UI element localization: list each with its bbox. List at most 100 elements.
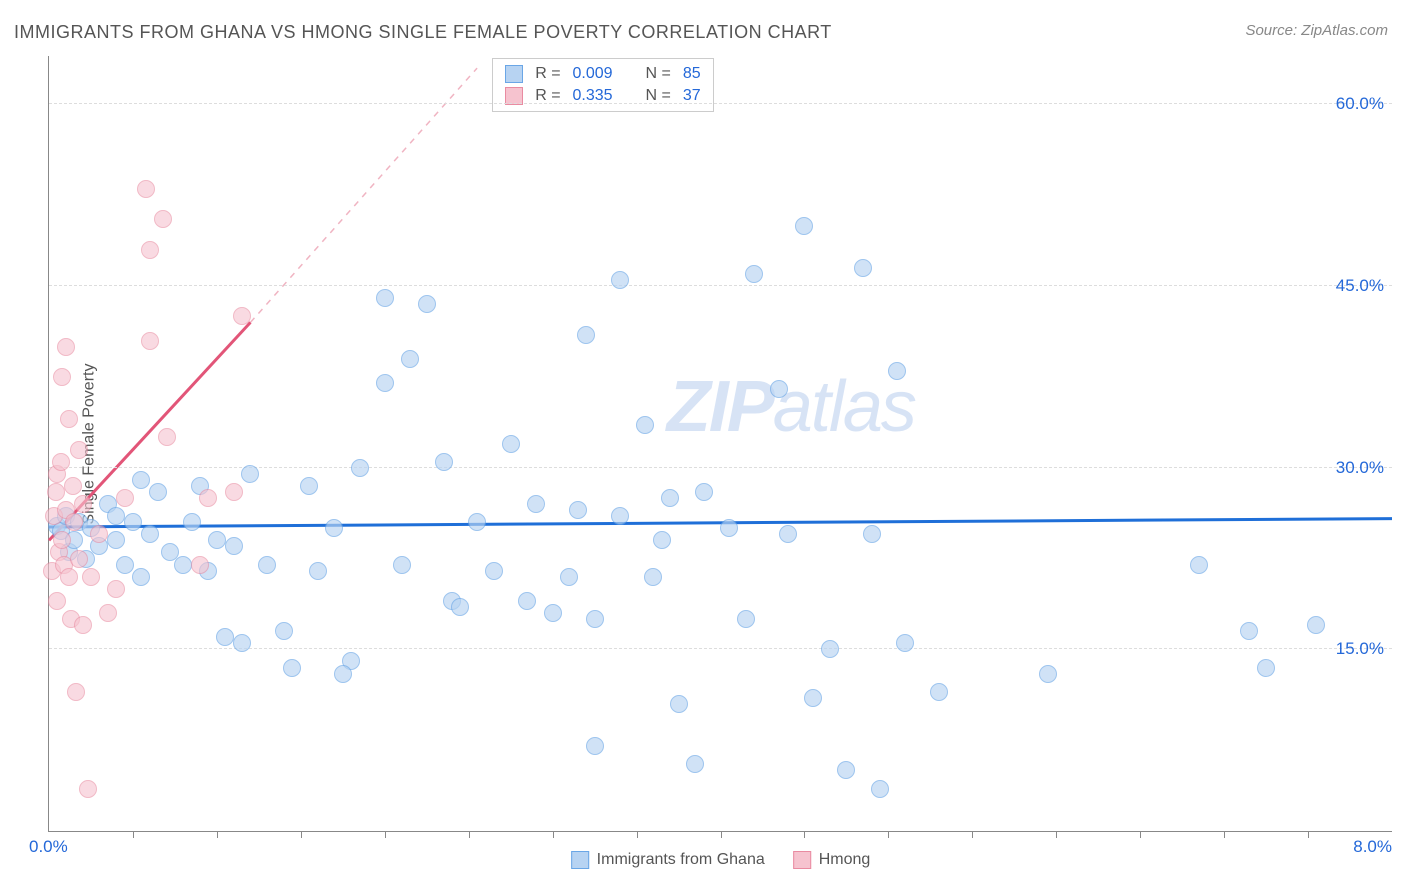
- scatter-point: [48, 592, 66, 610]
- stats-n-value: 85: [683, 65, 701, 83]
- scatter-point: [325, 519, 343, 537]
- x-tick-mark: [888, 831, 889, 838]
- scatter-point: [334, 665, 352, 683]
- scatter-point: [569, 501, 587, 519]
- scatter-point: [154, 210, 172, 228]
- scatter-point: [376, 374, 394, 392]
- scatter-point: [888, 362, 906, 380]
- scatter-point: [60, 410, 78, 428]
- scatter-point: [1039, 665, 1057, 683]
- scatter-point: [132, 568, 150, 586]
- scatter-point: [795, 217, 813, 235]
- scatter-point: [158, 428, 176, 446]
- scatter-point: [544, 604, 562, 622]
- scatter-point: [283, 659, 301, 677]
- scatter-point: [1257, 659, 1275, 677]
- scatter-point: [821, 640, 839, 658]
- scatter-point: [1190, 556, 1208, 574]
- scatter-point: [451, 598, 469, 616]
- scatter-point: [141, 332, 159, 350]
- scatter-point: [183, 513, 201, 531]
- scatter-point: [770, 380, 788, 398]
- scatter-point: [116, 556, 134, 574]
- scatter-point: [107, 531, 125, 549]
- scatter-point: [74, 495, 92, 513]
- x-tick-mark: [385, 831, 386, 838]
- y-tick-label: 30.0%: [1336, 458, 1384, 478]
- scatter-point: [611, 507, 629, 525]
- stats-r-label: R =: [535, 65, 560, 83]
- plot-area: Single Female Poverty ZIPatlas R =0.009 …: [48, 56, 1392, 832]
- scatter-point: [52, 453, 70, 471]
- scatter-point: [47, 483, 65, 501]
- scatter-point: [309, 562, 327, 580]
- scatter-point: [65, 513, 83, 531]
- scatter-point: [300, 477, 318, 495]
- scatter-point: [141, 241, 159, 259]
- scatter-point: [376, 289, 394, 307]
- gridline: [49, 285, 1392, 286]
- scatter-point: [53, 368, 71, 386]
- scatter-point: [745, 265, 763, 283]
- scatter-point: [636, 416, 654, 434]
- scatter-point: [720, 519, 738, 537]
- x-tick-mark: [1224, 831, 1225, 838]
- scatter-point: [53, 531, 71, 549]
- scatter-point: [116, 489, 134, 507]
- watermark: ZIPatlas: [667, 366, 915, 448]
- stats-r-value: 0.335: [573, 87, 613, 105]
- trend-extension-layer: [49, 56, 1392, 831]
- stats-n-label: N =: [645, 87, 670, 105]
- legend-label: Hmong: [819, 851, 871, 869]
- source-label: Source: ZipAtlas.com: [1245, 22, 1388, 39]
- legend-label: Immigrants from Ghana: [597, 851, 765, 869]
- x-tick-mark: [553, 831, 554, 838]
- scatter-point: [837, 761, 855, 779]
- x-tick-mark: [721, 831, 722, 838]
- scatter-point: [225, 537, 243, 555]
- scatter-point: [804, 689, 822, 707]
- stats-r-value: 0.009: [573, 65, 613, 83]
- gridline: [49, 103, 1392, 104]
- legend-item: Immigrants from Ghana: [571, 851, 765, 869]
- scatter-point: [233, 634, 251, 652]
- scatter-point: [74, 616, 92, 634]
- scatter-point: [586, 610, 604, 628]
- scatter-point: [854, 259, 872, 277]
- scatter-point: [70, 550, 88, 568]
- legend-item: Hmong: [793, 851, 871, 869]
- scatter-point: [241, 465, 259, 483]
- scatter-point: [577, 326, 595, 344]
- scatter-point: [67, 683, 85, 701]
- scatter-point: [132, 471, 150, 489]
- watermark-bold: ZIP: [667, 367, 773, 447]
- stats-row: R =0.009 N =85: [493, 63, 712, 85]
- scatter-point: [670, 695, 688, 713]
- scatter-point: [695, 483, 713, 501]
- scatter-point: [930, 683, 948, 701]
- scatter-point: [518, 592, 536, 610]
- scatter-point: [275, 622, 293, 640]
- scatter-point: [485, 562, 503, 580]
- y-tick-label: 60.0%: [1336, 94, 1384, 114]
- scatter-point: [225, 483, 243, 501]
- y-tick-label: 45.0%: [1336, 276, 1384, 296]
- scatter-point: [199, 489, 217, 507]
- scatter-point: [644, 568, 662, 586]
- x-tick-mark: [804, 831, 805, 838]
- scatter-point: [351, 459, 369, 477]
- scatter-point: [468, 513, 486, 531]
- scatter-point: [99, 604, 117, 622]
- x-tick-mark: [637, 831, 638, 838]
- legend-swatch: [505, 65, 523, 83]
- stats-n-value: 37: [683, 87, 701, 105]
- scatter-point: [686, 755, 704, 773]
- x-tick-mark: [972, 831, 973, 838]
- scatter-point: [141, 525, 159, 543]
- scatter-point: [653, 531, 671, 549]
- x-tick-mark: [469, 831, 470, 838]
- scatter-point: [208, 531, 226, 549]
- scatter-point: [779, 525, 797, 543]
- scatter-point: [137, 180, 155, 198]
- scatter-point: [1240, 622, 1258, 640]
